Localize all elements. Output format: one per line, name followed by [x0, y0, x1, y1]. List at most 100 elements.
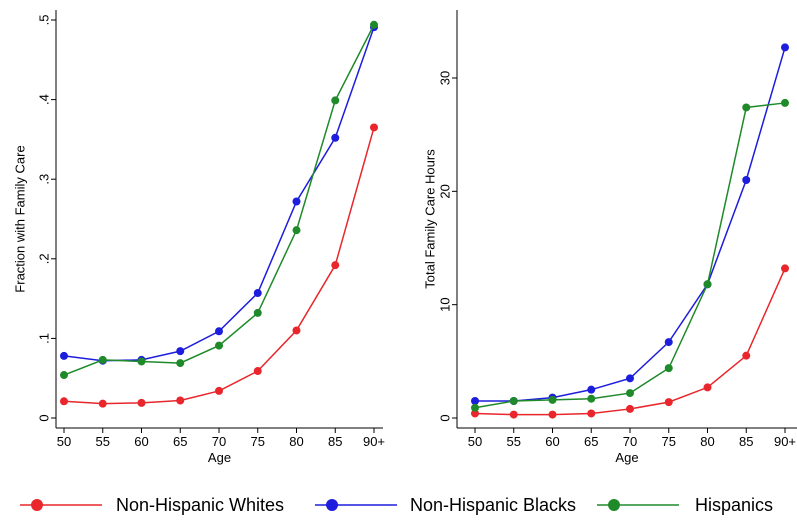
data-point-hispanics: [471, 403, 479, 412]
data-point-non-hispanic-blacks: [331, 133, 340, 142]
legend-label: Non-Hispanic Blacks: [410, 495, 576, 515]
series-hispanics: [471, 98, 789, 412]
data-point-hispanics: [60, 371, 68, 380]
x-tick-label: 80: [289, 434, 303, 449]
data-point-non-hispanic-blacks: [253, 289, 262, 298]
x-tick-label: 50: [468, 434, 482, 449]
data-point-non-hispanic-whites: [548, 410, 557, 419]
data-point-hispanics: [742, 103, 751, 112]
series-line-non-hispanic-blacks: [63, 26, 375, 362]
data-point-non-hispanic-blacks: [60, 351, 68, 360]
y-tick-label: .3: [37, 174, 52, 185]
data-point-hispanics: [781, 98, 789, 107]
y-tick-label: 0: [438, 414, 453, 421]
data-point-non-hispanic-whites: [370, 123, 378, 132]
y-tick-label: 0: [37, 414, 52, 421]
data-point-hispanics: [137, 357, 146, 366]
y-tick-label: .2: [37, 253, 52, 264]
data-point-non-hispanic-whites: [742, 351, 751, 360]
legend-item-non-hispanic-blacks: Non-Hispanic Blacks: [315, 495, 576, 515]
data-point-non-hispanic-blacks: [664, 338, 673, 347]
series-non-hispanic-blacks: [60, 23, 378, 365]
data-point-non-hispanic-whites: [587, 409, 596, 418]
x-tick-label: 65: [173, 434, 187, 449]
legend-label: Hispanics: [695, 495, 773, 515]
x-tick-label: 60: [545, 434, 559, 449]
y-tick-label: 10: [438, 297, 453, 311]
x-tick-label: 80: [700, 434, 714, 449]
chart-panel-fraction: 0 .1 .2 .3 .4 .5 50 55 60 65 70 75 80 85 90+ Age Fractio…: [13, 10, 385, 465]
data-point-hispanics: [331, 96, 340, 105]
x-tick-label: 85: [739, 434, 753, 449]
data-point-non-hispanic-whites: [137, 398, 146, 407]
series-non-hispanic-blacks: [471, 43, 789, 405]
data-point-non-hispanic-blacks: [587, 385, 596, 394]
data-point-hispanics: [548, 395, 557, 404]
data-point-non-hispanic-blacks: [215, 327, 223, 336]
data-point-non-hispanic-whites: [215, 386, 223, 395]
x-tick-label: 55: [507, 434, 521, 449]
legend-item-hispanics: Hispanics: [597, 495, 773, 515]
data-point-hispanics: [98, 355, 107, 364]
legend-swatch-marker: [608, 499, 620, 511]
x-axis-title: Age: [615, 450, 638, 465]
data-point-non-hispanic-whites: [253, 367, 262, 376]
x-tick-label: 90+: [774, 434, 796, 449]
y-tick-label: .5: [37, 15, 52, 26]
legend-item-non-hispanic-whites: Non-Hispanic Whites: [20, 495, 284, 515]
data-point-hispanics: [587, 394, 596, 403]
data-point-non-hispanic-whites: [98, 399, 107, 408]
x-tick-label: 70: [623, 434, 637, 449]
y-tick-label: 30: [438, 71, 453, 85]
data-point-non-hispanic-whites: [331, 261, 340, 270]
data-point-hispanics: [215, 341, 223, 350]
data-point-hispanics: [664, 364, 673, 373]
data-point-hispanics: [509, 397, 518, 405]
legend-label: Non-Hispanic Whites: [116, 495, 284, 515]
data-point-non-hispanic-blacks: [626, 374, 634, 383]
data-point-non-hispanic-whites: [509, 410, 518, 419]
x-tick-label: 75: [251, 434, 265, 449]
data-point-hispanics: [703, 280, 712, 289]
x-axis-title: Age: [208, 450, 231, 465]
x-tick-label: 60: [134, 434, 148, 449]
y-tick-label: .4: [37, 94, 52, 105]
series-line-hispanics: [63, 24, 375, 376]
data-point-non-hispanic-whites: [664, 398, 673, 407]
chart-legend: Non-Hispanic Whites Non-Hispanic Blacks Hi…: [20, 495, 773, 515]
chart-panel-hours: 0 10 20 30 50 55 60 65 70 75 80 85 90+ Age Total Famil…: [423, 10, 797, 465]
data-point-non-hispanic-blacks: [471, 397, 479, 405]
data-point-non-hispanic-blacks: [176, 347, 185, 356]
data-point-hispanics: [253, 308, 262, 317]
data-point-non-hispanic-whites: [292, 326, 301, 335]
data-point-non-hispanic-whites: [626, 404, 634, 413]
data-point-non-hispanic-whites: [60, 397, 68, 406]
series-non-hispanic-whites: [60, 123, 378, 408]
y-axis-title: Fraction with Family Care: [13, 145, 28, 292]
data-point-non-hispanic-blacks: [781, 43, 789, 52]
x-tick-label: 75: [662, 434, 676, 449]
x-tick-label: 90+: [363, 434, 385, 449]
y-tick-label: 20: [438, 184, 453, 198]
data-point-non-hispanic-blacks: [292, 197, 301, 206]
data-point-non-hispanic-blacks: [742, 176, 751, 184]
data-point-non-hispanic-whites: [176, 396, 185, 405]
y-axis-title: Total Family Care Hours: [423, 149, 438, 289]
x-tick-label: 55: [96, 434, 110, 449]
data-point-hispanics: [626, 389, 634, 398]
series-hispanics: [60, 20, 378, 380]
data-point-non-hispanic-whites: [781, 264, 789, 273]
data-point-hispanics: [370, 20, 378, 29]
series-line-non-hispanic-blacks: [475, 47, 786, 402]
series-non-hispanic-whites: [471, 264, 789, 419]
x-tick-label: 65: [584, 434, 598, 449]
data-point-hispanics: [176, 359, 185, 368]
legend-swatch-marker: [31, 499, 43, 511]
data-point-non-hispanic-whites: [703, 383, 712, 392]
x-tick-label: 50: [57, 434, 71, 449]
x-tick-label: 70: [212, 434, 226, 449]
legend-swatch-marker: [326, 499, 338, 511]
series-line-non-hispanic-whites: [63, 127, 375, 405]
data-point-non-hispanic-whites: [471, 409, 479, 418]
